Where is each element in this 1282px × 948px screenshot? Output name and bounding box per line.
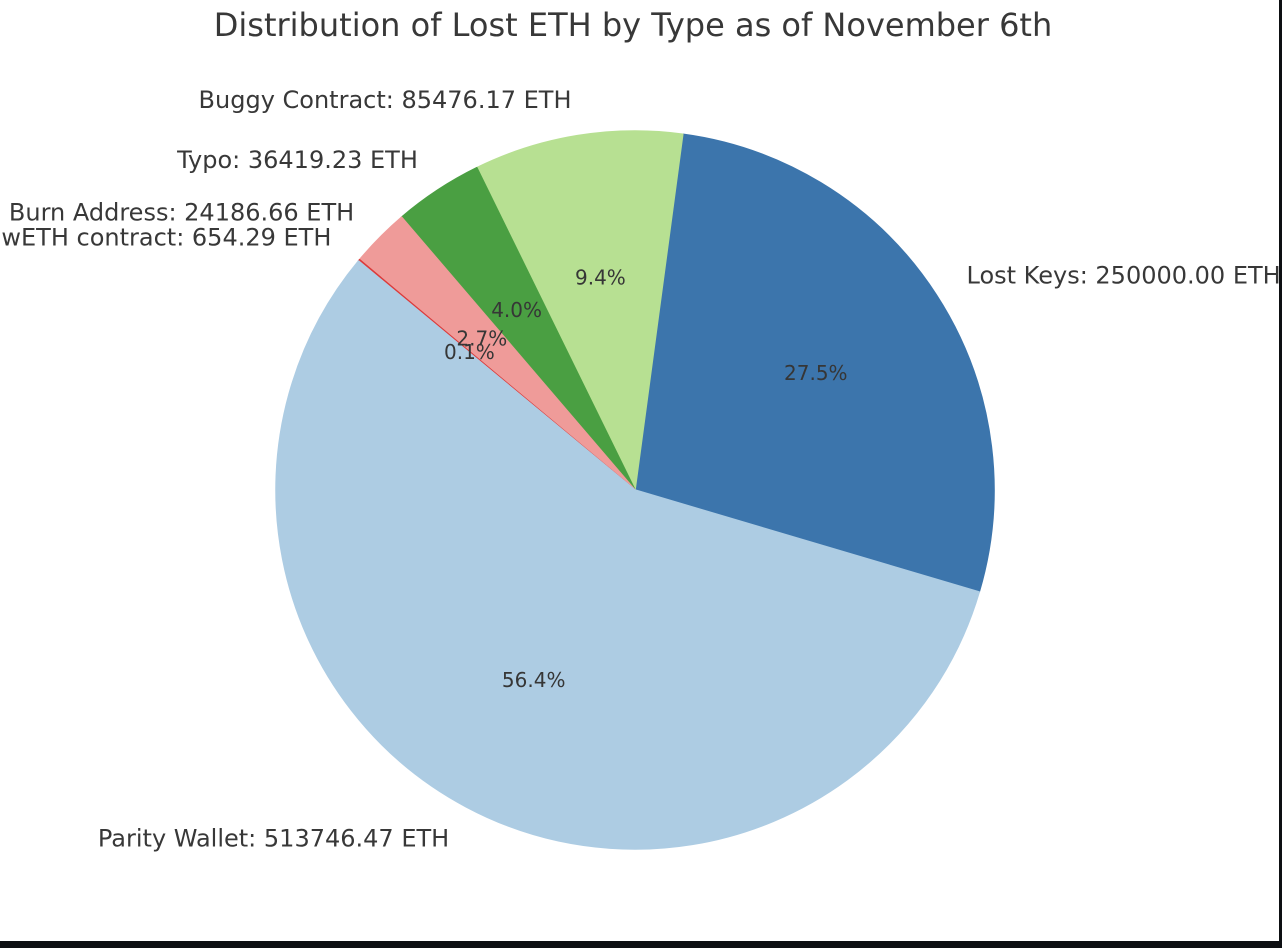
slice-label-lost-keys: Lost Keys: 250000.00 ETH bbox=[967, 261, 1281, 289]
pct-label-weth-contract: 0.1% bbox=[444, 340, 495, 364]
pie-slice-parity-wallet bbox=[275, 260, 980, 850]
slice-label-weth-contract: wETH contract: 654.29 ETH bbox=[1, 223, 331, 251]
slice-label-burn-address: Burn Address: 24186.66 ETH bbox=[9, 198, 354, 226]
pct-label-burn-address: 2.7% bbox=[456, 327, 507, 351]
slice-label-typo: Typo: 36419.23 ETH bbox=[176, 146, 418, 174]
pie-slice-buggy-contract bbox=[476, 130, 684, 491]
pie-slice-lost-keys bbox=[634, 133, 995, 593]
pct-label-parity-wallet: 56.4% bbox=[502, 668, 566, 692]
pct-label-lost-keys: 27.5% bbox=[784, 361, 848, 385]
bottom-black-bar bbox=[0, 941, 1282, 948]
pct-label-buggy-contract: 9.4% bbox=[575, 265, 626, 289]
slice-label-parity-wallet: Parity Wallet: 513746.47 ETH bbox=[98, 825, 449, 853]
slice-label-buggy-contract: Buggy Contract: 85476.17 ETH bbox=[199, 86, 572, 114]
pct-label-typo: 4.0% bbox=[491, 298, 542, 322]
right-edge-strip bbox=[1279, 0, 1282, 948]
chart-title: Distribution of Lost ETH by Type as of N… bbox=[213, 6, 1053, 44]
